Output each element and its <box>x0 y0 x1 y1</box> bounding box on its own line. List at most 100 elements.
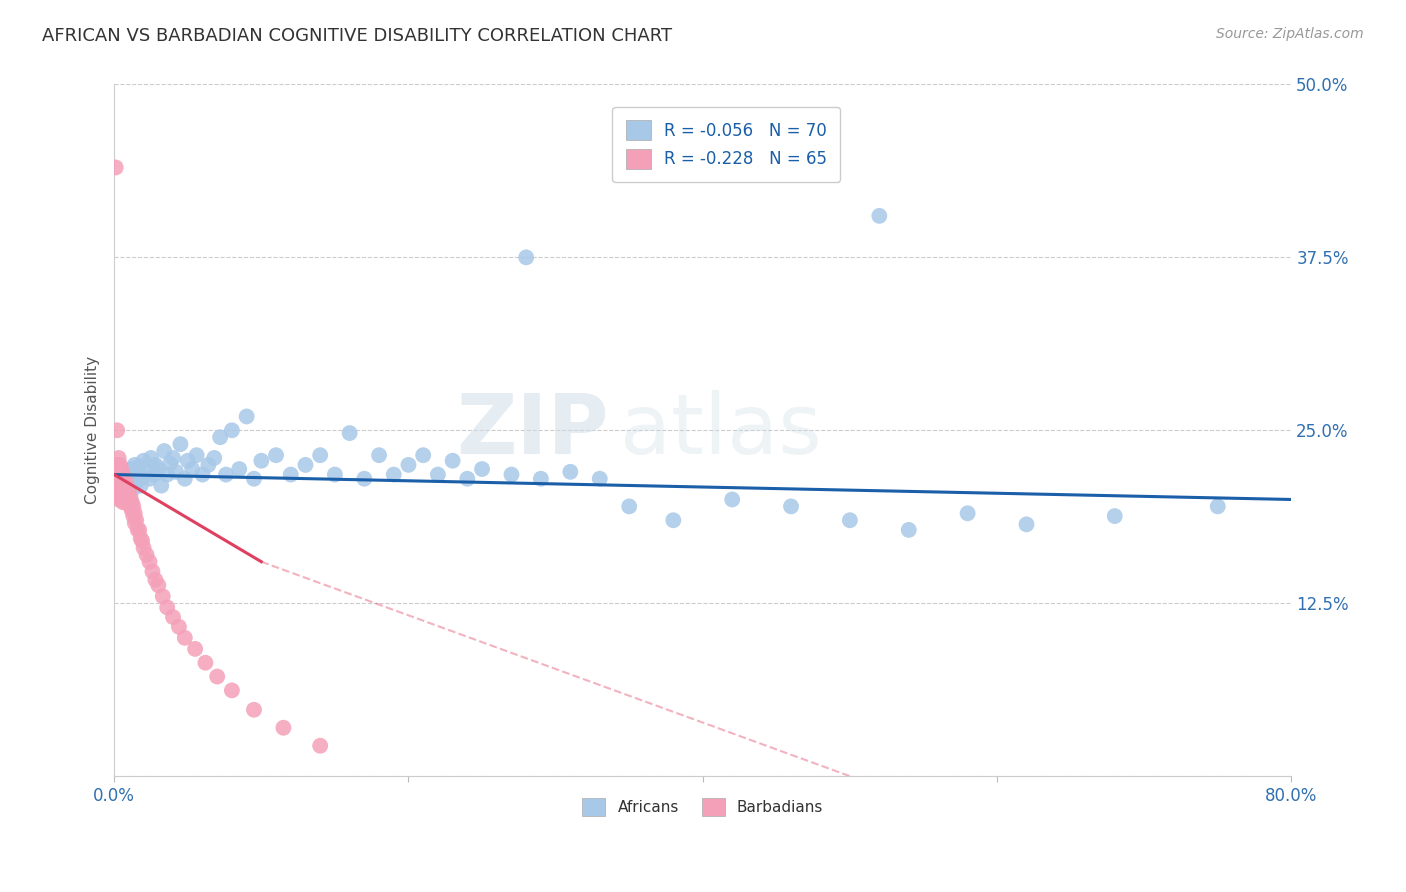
Legend: Africans, Barbadians: Africans, Barbadians <box>575 790 831 824</box>
Point <box>121 495 143 509</box>
Point <box>368 448 391 462</box>
Point <box>153 444 176 458</box>
Point <box>186 448 208 462</box>
Point <box>441 454 464 468</box>
Y-axis label: Cognitive Disability: Cognitive Disability <box>86 356 100 504</box>
Point <box>309 448 332 462</box>
Point <box>111 467 134 482</box>
Point <box>339 426 361 441</box>
Point <box>120 490 142 504</box>
Point <box>115 485 138 500</box>
Point <box>117 492 139 507</box>
Point <box>114 492 136 507</box>
Point <box>105 458 128 472</box>
Point <box>114 465 136 479</box>
Point <box>121 503 143 517</box>
Point <box>662 513 685 527</box>
Point <box>128 459 150 474</box>
Point <box>110 492 132 507</box>
Text: atlas: atlas <box>620 390 823 471</box>
Point <box>589 472 612 486</box>
Point <box>139 450 162 465</box>
Point <box>191 467 214 482</box>
Point <box>426 467 449 482</box>
Point <box>111 475 134 490</box>
Text: ZIP: ZIP <box>456 390 609 471</box>
Point <box>114 482 136 496</box>
Point <box>135 548 157 562</box>
Point <box>162 610 184 624</box>
Point <box>105 485 128 500</box>
Point <box>323 467 346 482</box>
Point <box>456 472 478 486</box>
Point <box>148 462 170 476</box>
Point <box>135 460 157 475</box>
Point <box>108 467 131 482</box>
Point <box>118 495 141 509</box>
Point <box>184 641 207 656</box>
Point <box>228 462 250 476</box>
Point <box>162 450 184 465</box>
Point <box>141 565 163 579</box>
Point <box>956 506 979 520</box>
Point <box>122 500 145 514</box>
Point <box>838 513 860 527</box>
Point <box>132 454 155 468</box>
Point <box>221 423 243 437</box>
Point <box>1206 500 1229 514</box>
Point <box>115 495 138 509</box>
Point <box>118 485 141 500</box>
Point <box>721 492 744 507</box>
Point <box>235 409 257 424</box>
Point <box>107 450 129 465</box>
Point <box>145 573 167 587</box>
Point <box>167 620 190 634</box>
Point <box>118 485 141 500</box>
Text: Source: ZipAtlas.com: Source: ZipAtlas.com <box>1216 27 1364 41</box>
Point <box>142 467 165 482</box>
Point <box>107 475 129 490</box>
Point <box>124 458 146 472</box>
Point <box>107 492 129 507</box>
Point <box>127 466 149 480</box>
Point <box>104 472 127 486</box>
Point <box>156 467 179 482</box>
Point <box>138 555 160 569</box>
Point <box>398 458 420 472</box>
Point <box>221 683 243 698</box>
Point <box>110 482 132 496</box>
Point <box>382 467 405 482</box>
Point <box>273 721 295 735</box>
Point <box>145 458 167 472</box>
Point <box>353 472 375 486</box>
Point <box>150 478 173 492</box>
Point <box>115 472 138 486</box>
Point <box>471 462 494 476</box>
Point <box>501 467 523 482</box>
Point <box>125 475 148 490</box>
Point <box>111 495 134 509</box>
Point <box>132 541 155 555</box>
Point <box>1015 517 1038 532</box>
Point <box>250 454 273 468</box>
Point <box>138 472 160 486</box>
Point <box>124 516 146 530</box>
Point <box>243 703 266 717</box>
Point <box>148 578 170 592</box>
Point <box>169 437 191 451</box>
Point <box>122 482 145 496</box>
Point <box>129 531 152 545</box>
Point <box>515 251 537 265</box>
Point <box>110 478 132 492</box>
Point <box>215 467 238 482</box>
Point <box>108 458 131 472</box>
Point <box>117 482 139 496</box>
Point <box>165 465 187 479</box>
Point <box>121 462 143 476</box>
Point <box>120 467 142 482</box>
Point <box>125 513 148 527</box>
Point <box>131 533 153 548</box>
Point <box>209 430 232 444</box>
Point <box>107 465 129 479</box>
Point <box>152 590 174 604</box>
